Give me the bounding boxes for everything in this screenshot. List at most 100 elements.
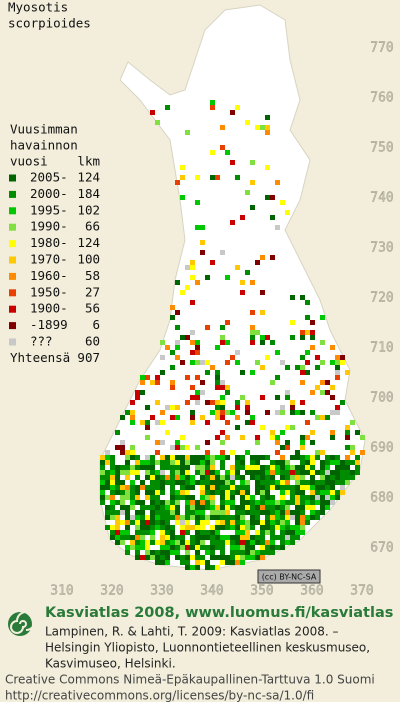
occurrence-square xyxy=(220,485,225,490)
occurrence-square xyxy=(175,440,180,445)
occurrence-square xyxy=(160,540,165,545)
occurrence-square xyxy=(285,490,290,495)
occurrence-square xyxy=(130,470,135,475)
occurrence-square xyxy=(265,355,270,360)
occurrence-square xyxy=(245,485,250,490)
occurrence-square xyxy=(175,490,180,495)
occurrence-square xyxy=(225,360,230,365)
occurrence-square xyxy=(260,490,265,495)
occurrence-square xyxy=(320,490,325,495)
occurrence-square xyxy=(130,535,135,540)
occurrence-square xyxy=(325,455,330,460)
occurrence-square xyxy=(235,465,240,470)
occurrence-square xyxy=(185,505,190,510)
occurrence-square xyxy=(185,470,190,475)
occurrence-square xyxy=(160,340,165,345)
occurrence-square xyxy=(240,490,245,495)
occurrence-square xyxy=(230,410,235,415)
occurrence-square xyxy=(335,470,340,475)
occurrence-square xyxy=(150,455,155,460)
occurrence-square xyxy=(225,525,230,530)
occurrence-square xyxy=(280,530,285,535)
occurrence-square xyxy=(185,520,190,525)
occurrence-square xyxy=(145,420,150,425)
occurrence-square xyxy=(180,460,185,465)
occurrence-square xyxy=(195,280,200,285)
occurrence-square xyxy=(235,545,240,550)
occurrence-square xyxy=(225,435,230,440)
occurrence-square xyxy=(240,485,245,490)
occurrence-square xyxy=(120,520,125,525)
occurrence-square xyxy=(280,360,285,365)
occurrence-square xyxy=(185,545,190,550)
occurrence-square xyxy=(140,505,145,510)
occurrence-square xyxy=(255,490,260,495)
occurrence-square xyxy=(220,125,225,130)
occurrence-square xyxy=(160,500,165,505)
occurrence-square xyxy=(300,435,305,440)
occurrence-square xyxy=(140,545,145,550)
occurrence-square xyxy=(100,485,105,490)
occurrence-square xyxy=(145,405,150,410)
occurrence-square xyxy=(195,535,200,540)
occurrence-square xyxy=(125,550,130,555)
occurrence-square xyxy=(175,355,180,360)
occurrence-square xyxy=(275,510,280,515)
occurrence-square xyxy=(205,505,210,510)
occurrence-square xyxy=(185,400,190,405)
occurrence-square xyxy=(195,445,200,450)
occurrence-square xyxy=(280,475,285,480)
occurrence-square xyxy=(110,525,115,530)
occurrence-square xyxy=(155,540,160,545)
occurrence-square xyxy=(180,470,185,475)
occurrence-square xyxy=(220,395,225,400)
occurrence-square xyxy=(140,480,145,485)
occurrence-square xyxy=(205,465,210,470)
occurrence-square xyxy=(120,530,125,535)
occurrence-square xyxy=(110,475,115,480)
occurrence-square xyxy=(320,315,325,320)
occurrence-square xyxy=(145,540,150,545)
occurrence-square xyxy=(205,480,210,485)
occurrence-square xyxy=(190,485,195,490)
occurrence-square xyxy=(130,420,135,425)
occurrence-square xyxy=(320,495,325,500)
occurrence-square xyxy=(135,550,140,555)
occurrence-square xyxy=(220,525,225,530)
occurrence-square xyxy=(350,420,355,425)
occurrence-square xyxy=(150,490,155,495)
occurrence-square xyxy=(220,145,225,150)
occurrence-square xyxy=(285,440,290,445)
occurrence-square xyxy=(270,195,275,200)
occurrence-square xyxy=(215,400,220,405)
occurrence-square xyxy=(190,475,195,480)
occurrence-square xyxy=(210,410,215,415)
occurrence-square xyxy=(120,535,125,540)
occurrence-square xyxy=(130,500,135,505)
occurrence-square xyxy=(300,480,305,485)
occurrence-square xyxy=(250,525,255,530)
occurrence-square xyxy=(210,260,215,265)
site-title: Kasviatlas 2008, www.luomus.fi/kasviatla… xyxy=(45,605,393,621)
occurrence-square xyxy=(280,540,285,545)
occurrence-square xyxy=(290,535,295,540)
occurrence-square xyxy=(150,110,155,115)
x-coord-label: 330 xyxy=(150,584,173,599)
occurrence-square xyxy=(200,500,205,505)
occurrence-square xyxy=(255,510,260,515)
occurrence-square xyxy=(155,525,160,530)
occurrence-square xyxy=(260,530,265,535)
occurrence-square xyxy=(210,490,215,495)
occurrence-square xyxy=(260,555,265,560)
occurrence-square xyxy=(290,465,295,470)
occurrence-square xyxy=(230,480,235,485)
occurrence-square xyxy=(130,515,135,520)
occurrence-square xyxy=(335,475,340,480)
occurrence-square xyxy=(115,465,120,470)
occurrence-square xyxy=(115,510,120,515)
occurrence-square xyxy=(330,410,335,415)
y-coord-label: 740 xyxy=(370,191,393,206)
occurrence-square xyxy=(345,480,350,485)
occurrence-square xyxy=(265,130,270,135)
occurrence-square xyxy=(240,560,245,565)
